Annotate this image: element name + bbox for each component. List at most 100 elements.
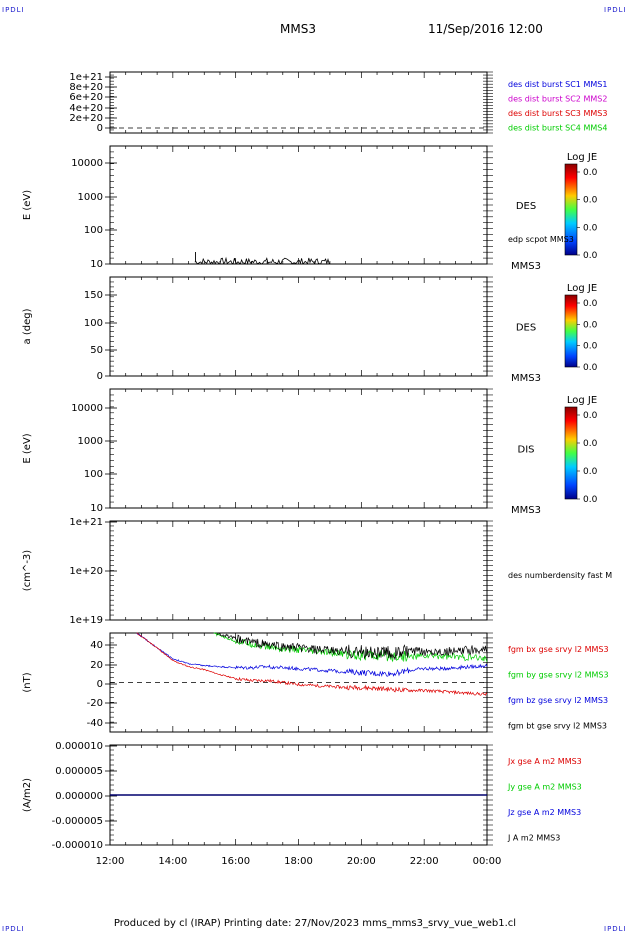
x-tick-label: 16:00 [221,856,250,867]
y-tick-label: 1e+21 [69,517,103,528]
panel-5-frame [109,520,488,621]
x-tick-label: 00:00 [473,856,502,867]
overlay-series-label: edp scpot MMS3 [508,235,574,244]
y-tick-label: 1000 [78,192,103,203]
corner-label-bottom-left: IPDLI [2,925,25,933]
colorbar-tick-label: 0.0 [583,467,598,477]
legend-entry: des dist burst SC3 MMS3 [508,109,607,118]
y-tick-label: 0.000005 [55,766,103,777]
datetime-title: 11/Sep/2016 12:00 [428,22,543,36]
y-axis-label: a (deg) [22,308,33,344]
colorbar-tick-label: 0.0 [583,439,598,449]
x-tick-label: 12:00 [96,856,125,867]
legend-entry: des dist burst SC2 MMS2 [508,95,607,104]
colorbar-tick-label: 0.0 [583,299,598,309]
panel-corner-label: MMS3 [511,505,541,516]
y-tick-label: 1e+20 [69,566,103,577]
y-tick-label: 0 [97,371,103,382]
y-tick-label: -20 [87,698,103,709]
field-series-bt [216,632,488,660]
y-tick-label: 40 [90,640,103,651]
field-series-by [213,632,488,663]
y-axis-label: (nT) [22,672,33,692]
legend-entry: des dist burst SC1 MMS1 [508,80,607,89]
panel-side-label: DIS [518,445,535,456]
y-tick-label: 0 [97,679,103,690]
panel-3-frame [109,276,488,377]
colorbar-tick-label: 0.0 [583,168,598,178]
panel-side-label: DES [516,201,536,212]
panel-corner-label: MMS3 [511,261,541,272]
colorbar-tick-label: 0.0 [583,363,598,373]
y-tick-label: 1000 [78,436,103,447]
legend-entry: Jz gse A m2 MMS3 [507,808,581,817]
legend-entry: fgm bt gse srvy l2 MMS3 [508,722,607,731]
y-tick-label: 1e+21 [69,72,103,83]
y-axis-label: E (eV) [22,433,33,463]
colorbar-tick-label: 0.0 [583,320,598,330]
y-tick-label: 0.000010 [55,741,103,752]
x-tick-label: 18:00 [284,856,313,867]
colorbar-title: Log JE [567,283,597,294]
spacecraft-title: MMS3 [280,22,316,36]
colorbar-title: Log JE [567,152,597,163]
legend-entry: fgm bx gse srvy l2 MMS3 [508,645,609,654]
corner-label-bottom-right: IPDLI [604,925,627,933]
y-tick-label: 50 [90,345,103,356]
y-axis-label: (A/m2) [22,778,33,812]
y-tick-label: -0.000010 [52,840,103,851]
colorbar-tick-label: 0.0 [583,251,598,261]
x-tick-label: 20:00 [347,856,376,867]
colorbar-scale [564,294,578,368]
y-tick-label: -40 [87,718,103,729]
y-tick-label: 2e+20 [69,113,103,124]
colorbar-tick-label: 0.0 [583,223,598,233]
y-axis-label: E (eV) [22,190,33,220]
y-tick-label: 10 [90,259,103,270]
legend-entry: Jy gse A m2 MMS3 [507,783,582,792]
y-tick-label: 100 [84,318,103,329]
colorbar-tick-label: 0.0 [583,196,598,206]
y-tick-label: 0 [97,123,103,134]
colorbar-title: Log JE [567,395,597,406]
y-tick-label: 8e+20 [69,82,103,93]
x-tick-label: 14:00 [158,856,187,867]
y-tick-label: 6e+20 [69,92,103,103]
y-axis-label: (cm^-3) [22,550,33,591]
y-tick-label: 4e+20 [69,103,103,114]
colorbar-tick-label: 0.0 [583,495,598,505]
y-tick-label: -0.000005 [52,816,103,827]
colorbar-tick-label: 0.0 [583,342,598,352]
y-tick-label: 1e+19 [69,615,103,626]
colorbar-scale [564,163,578,256]
y-tick-label: 20 [90,660,103,671]
y-tick-label: 10 [90,503,103,514]
legend-entry: J A m2 MMS3 [507,834,560,843]
corner-label-top-left: IPDLI [2,6,25,14]
y-tick-label: 150 [84,290,103,301]
colorbar-scale [564,406,578,500]
corner-label-top-right: IPDLI [604,6,627,14]
y-tick-label: 100 [84,225,103,236]
panel-2-frame [109,145,488,265]
panel-4-frame [109,388,488,509]
x-tick-label: 22:00 [410,856,439,867]
y-tick-label: 100 [84,469,103,480]
panel-side-label: DES [516,323,536,334]
y-tick-label: 10000 [71,403,103,414]
footer-credit: Produced by cl (IRAP) Printing date: 27/… [113,918,517,929]
scpot-series-line [194,256,330,265]
colorbar-tick-label: 0.0 [583,411,598,421]
y-tick-label: 0.000000 [55,791,103,802]
legend-entry: Jx gse A m2 MMS3 [507,757,582,766]
legend-entry: des numberdensity fast M [508,571,612,580]
y-tick-label: 10000 [71,158,103,169]
legend-entry: fgm by gse srvy l2 MMS3 [508,671,609,680]
panel-corner-label: MMS3 [511,373,541,384]
legend-entry: des dist burst SC4 MMS4 [508,124,607,133]
field-series-bz [136,632,488,677]
legend-entry: fgm bz gse srvy l2 MMS3 [508,696,608,705]
panel-1-frame [109,71,488,134]
field-series-bx [136,632,488,696]
